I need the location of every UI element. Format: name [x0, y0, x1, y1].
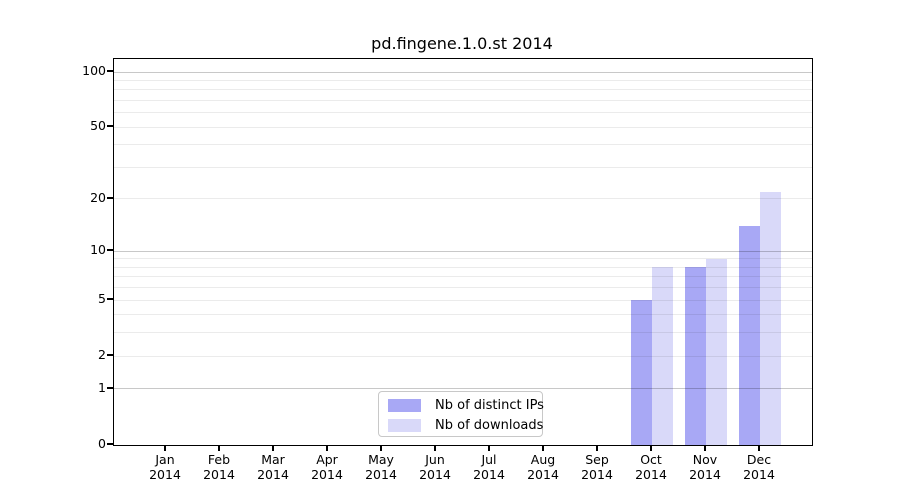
bar-nb-of-distinct-ips-oct-2014 — [631, 300, 652, 445]
x-tick-label-6: Jul 2014 — [473, 452, 505, 482]
x-tick-label-1: Feb 2014 — [203, 452, 235, 482]
y-tick-label-100: 100 — [82, 63, 106, 78]
x-tick-mark-3 — [326, 445, 328, 451]
plot-area — [113, 58, 813, 446]
x-tick-mark-5 — [434, 445, 436, 451]
y-tick-label-2: 2 — [98, 347, 106, 363]
y-tick-mark-100 — [107, 70, 113, 72]
legend-swatch-downloads — [388, 418, 421, 432]
x-tick-mark-1 — [218, 445, 220, 451]
x-tick-mark-11 — [758, 445, 760, 451]
bar-nb-of-distinct-ips-nov-2014 — [685, 267, 706, 445]
x-tick-mark-4 — [380, 445, 382, 451]
y-tick-label-1: 1 — [98, 379, 106, 395]
y-tick-label-50: 50 — [90, 118, 106, 134]
x-tick-mark-7 — [542, 445, 544, 451]
y-tick-label-20: 20 — [90, 189, 106, 205]
y-tick-mark-0 — [107, 443, 113, 445]
y-tick-mark-20 — [107, 197, 113, 199]
x-tick-label-5: Jun 2014 — [419, 452, 451, 482]
y-tick-mark-10 — [107, 249, 113, 251]
legend: Nb of distinct IPs Nb of downloads — [378, 391, 544, 437]
legend-item-distinct-ips: Nb of distinct IPs — [388, 395, 544, 415]
legend-swatch-distinct-ips — [388, 398, 421, 412]
bar-nb-of-downloads-dec-2014 — [760, 191, 781, 445]
chart-title: pd.fingene.1.0.st 2014 — [371, 34, 553, 53]
x-tick-mark-2 — [272, 445, 274, 451]
legend-label-downloads: Nb of downloads — [435, 417, 544, 433]
bars-layer — [114, 59, 812, 445]
y-tick-mark-5 — [107, 298, 113, 300]
x-tick-mark-9 — [650, 445, 652, 451]
x-tick-label-7: Aug 2014 — [527, 452, 559, 482]
legend-item-downloads: Nb of downloads — [388, 415, 543, 435]
y-tick-mark-1 — [107, 387, 113, 389]
bar-nb-of-distinct-ips-dec-2014 — [739, 226, 760, 445]
x-tick-mark-6 — [488, 445, 490, 451]
x-tick-label-8: Sep 2014 — [581, 452, 613, 482]
y-tick-label-10: 10 — [90, 242, 106, 258]
x-tick-label-9: Oct 2014 — [635, 452, 667, 482]
x-tick-label-11: Dec 2014 — [743, 452, 775, 482]
x-tick-mark-8 — [596, 445, 598, 451]
y-tick-mark-50 — [107, 125, 113, 127]
x-tick-mark-10 — [704, 445, 706, 451]
x-tick-label-3: Apr 2014 — [311, 452, 343, 482]
bar-nb-of-downloads-nov-2014 — [706, 258, 727, 445]
y-tick-label-0: 0 — [98, 436, 106, 451]
x-tick-label-0: Jan 2014 — [149, 452, 181, 482]
bar-nb-of-downloads-oct-2014 — [652, 267, 673, 445]
x-tick-mark-0 — [164, 445, 166, 451]
x-tick-label-4: May 2014 — [365, 452, 397, 482]
y-tick-mark-2 — [107, 354, 113, 356]
legend-label-distinct-ips: Nb of distinct IPs — [435, 397, 544, 413]
x-tick-label-10: Nov 2014 — [689, 452, 721, 482]
y-tick-label-5: 5 — [98, 291, 106, 307]
x-tick-label-2: Mar 2014 — [257, 452, 289, 482]
